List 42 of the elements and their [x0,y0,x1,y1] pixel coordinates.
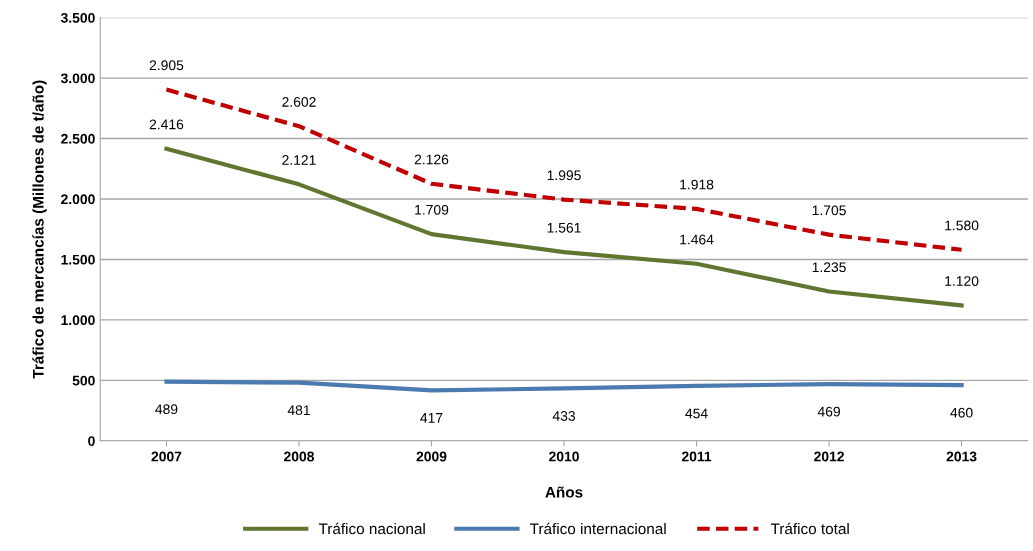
data-label: 489 [155,404,178,415]
legend-label: Tráfico internacional [530,522,666,535]
data-label: 2.905 [149,60,184,71]
data-label: 2.121 [282,155,316,165]
y-tick-label: 1.500 [61,254,95,265]
x-tick-label: 2012 [814,451,844,462]
data-label: 2.126 [414,154,449,165]
legend-label: Tráfico total [770,522,849,535]
x-tick-label: 2011 [681,451,712,462]
data-label: 1.580 [945,220,979,231]
y-tick-label: 3.500 [60,12,95,23]
legend-label: Tráfico nacional [318,522,425,535]
x-tick-label: 2013 [946,451,977,462]
data-label: 1.464 [680,234,714,245]
data-label: 2.602 [282,96,316,107]
x-tick-label: 2010 [549,451,579,462]
y-tick-label: 1.000 [61,315,95,326]
data-label: 1.561 [547,222,581,233]
y-tick-label: 500 [72,375,95,386]
data-label: 481 [287,405,310,416]
data-label: 1.235 [812,262,846,273]
x-tick-label: 2008 [284,451,314,462]
y-tick-label: 3.000 [60,73,95,84]
data-label: 460 [950,407,973,418]
data-label: 1.705 [812,205,846,216]
line-series [164,379,964,393]
y-tick-label: 0 [88,436,95,446]
data-label: 1.709 [415,204,449,215]
y-tick-label: 2.500 [61,133,95,144]
x-tick-label: 2009 [416,451,447,462]
data-label: 417 [420,413,443,423]
data-label: 2.416 [149,119,184,130]
data-label: 433 [552,411,575,421]
data-label: 1.120 [945,276,979,286]
data-label: 454 [685,408,708,419]
data-label: 469 [817,406,840,417]
data-label: 1.995 [547,170,581,181]
x-tick-label: 2007 [151,451,182,462]
y-tick-label: 2.000 [61,194,95,205]
y-axis-title: Tráfico de mercancías (Millones de t/año) [32,80,47,379]
data-label: 1.918 [680,179,714,190]
x-axis-title: Años [545,486,583,498]
